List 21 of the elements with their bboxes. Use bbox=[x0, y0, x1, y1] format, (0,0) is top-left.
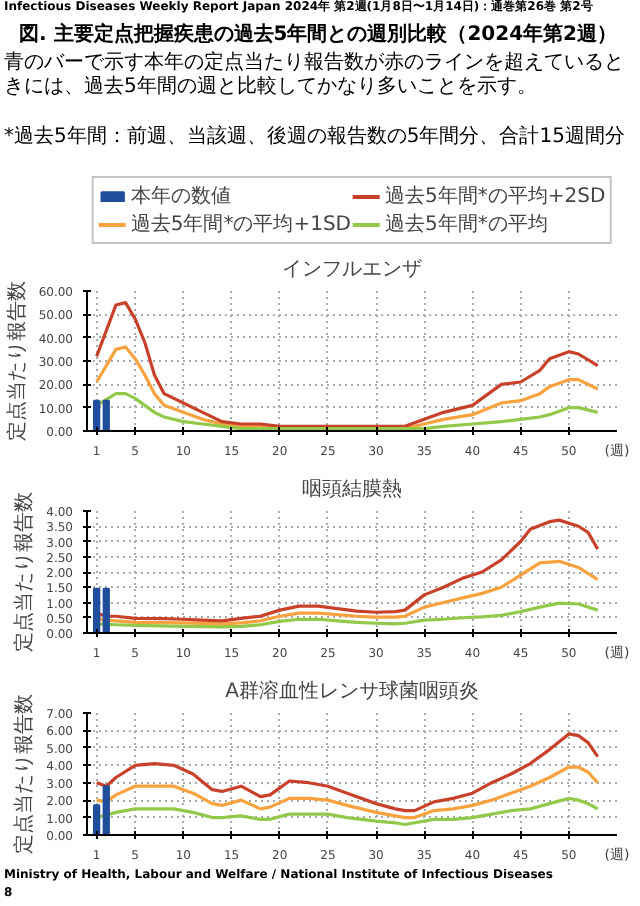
chart-title: A群溶血性レンサ球菌咽頭炎 bbox=[225, 679, 479, 703]
line-series bbox=[95, 392, 600, 431]
legend-label: 本年の数値 bbox=[130, 183, 231, 210]
legend-label: 過去5年間*の平均+2SD bbox=[385, 183, 606, 210]
line-series bbox=[95, 765, 600, 820]
line-series bbox=[95, 301, 600, 428]
line-series bbox=[95, 559, 600, 626]
y-axis-title: 定点当たり報告数 bbox=[12, 694, 37, 854]
text: 図. 主要定点把握疾患の過去5年間との週別比較（2024年第2週） bbox=[18, 24, 618, 48]
text: 青のバーで示す本年の定点当たり報告数が赤のラインを超えているときには、過去5年間の週と比較してかなり多いことを示す。 bbox=[4, 52, 626, 100]
legend-label: 過去5年間*の平均 bbox=[385, 211, 548, 238]
line-series bbox=[95, 732, 600, 813]
chart-title: インフルエンザ bbox=[282, 259, 422, 281]
line-series bbox=[95, 518, 600, 623]
y-axis-title: 定点当たり報告数 bbox=[12, 492, 37, 652]
line-series bbox=[95, 796, 600, 827]
legend-label: 過去5年間*の平均+1SD bbox=[130, 211, 351, 238]
line-series bbox=[95, 601, 600, 629]
text: *過去5年間：前週、当該週、後週の報告数の5年間分、合計15週間分 bbox=[4, 126, 625, 150]
y-axis-title: 定点当たり報告数 bbox=[4, 281, 29, 441]
chart-title: 咽頭結膜熱 bbox=[302, 477, 402, 501]
